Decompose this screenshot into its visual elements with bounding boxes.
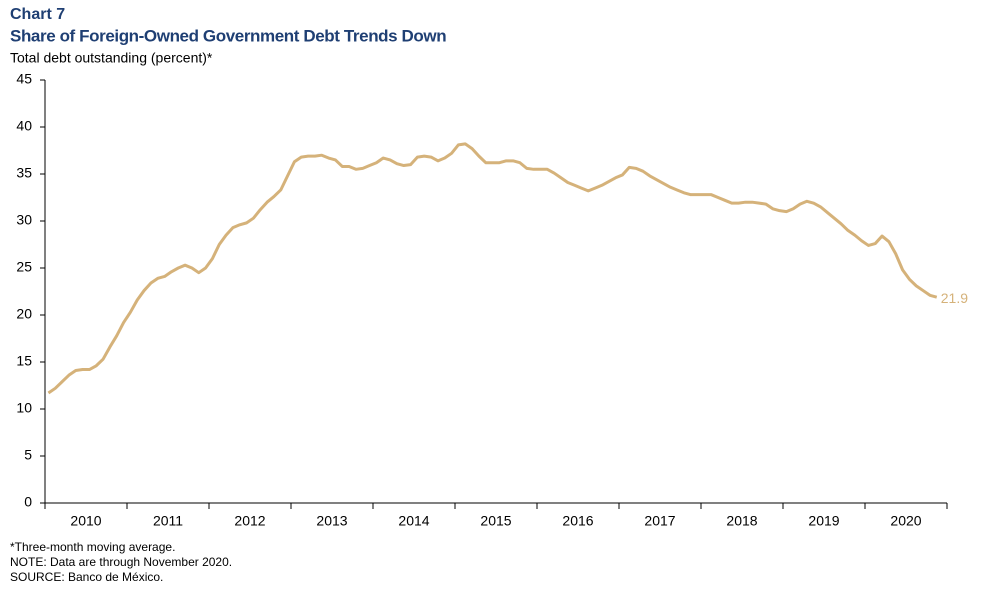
y-tick-label: 20	[16, 306, 32, 322]
x-tick-label: 2018	[726, 513, 757, 529]
y-tick-label: 40	[16, 118, 32, 134]
x-tick-label: 2011	[153, 513, 183, 529]
x-tick-label: 2010	[70, 513, 101, 529]
footnote: SOURCE: Banco de México.	[10, 570, 163, 584]
footnote: *Three-month moving average.	[10, 540, 175, 554]
x-tick-label: 2012	[234, 513, 265, 529]
chart-subtitle: Total debt outstanding (percent)*	[10, 50, 213, 66]
y-tick-label: 35	[16, 165, 32, 181]
x-tick-label: 2020	[890, 513, 921, 529]
y-tick-label: 45	[16, 71, 32, 87]
data-line	[47, 142, 938, 395]
x-tick-label: 2013	[316, 513, 347, 529]
y-tick-label: 0	[24, 494, 32, 510]
y-tick-label: 5	[24, 447, 32, 463]
chart-title: Share of Foreign-Owned Government Debt T…	[10, 26, 446, 45]
x-tick-label: 2017	[644, 513, 675, 529]
x-tick-label: 2014	[398, 513, 429, 529]
x-tick-label: 2016	[562, 513, 593, 529]
y-tick-label: 10	[16, 400, 32, 416]
y-tick-label: 30	[16, 212, 32, 228]
chart-label: Chart 7	[10, 6, 65, 23]
x-tick-label: 2019	[808, 513, 839, 529]
x-tick-label: 2015	[480, 513, 511, 529]
footnote: NOTE: Data are through November 2020.	[10, 555, 232, 569]
y-tick-label: 15	[16, 353, 32, 369]
end-label: 21.9	[941, 290, 968, 306]
y-tick-label: 25	[16, 259, 32, 275]
